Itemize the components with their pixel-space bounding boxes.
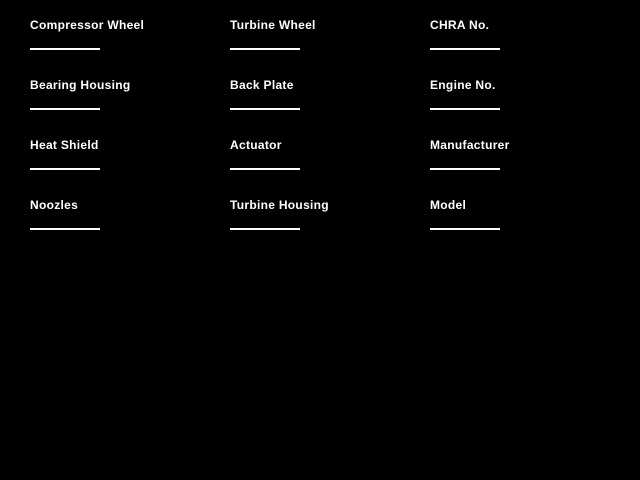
field-input-noozles[interactable] [30, 228, 100, 230]
field-label-noozles: Noozles [30, 198, 79, 212]
field-actuator: Actuator [230, 139, 430, 199]
field-label-manufacturer: Manufacturer [430, 138, 510, 152]
field-manufacturer: Manufacturer [430, 139, 630, 199]
field-input-bearing-housing[interactable] [30, 108, 100, 110]
field-back-plate: Back Plate [230, 79, 430, 139]
field-input-chra-no[interactable] [430, 48, 500, 50]
field-model: Model [430, 199, 630, 259]
field-input-manufacturer[interactable] [430, 168, 500, 170]
field-label-engine-no: Engine No. [430, 78, 496, 92]
field-compressor-wheel: Compressor Wheel [30, 19, 230, 79]
field-label-model: Model [430, 198, 467, 212]
field-label-back-plate: Back Plate [230, 78, 294, 92]
field-input-turbine-housing[interactable] [230, 228, 300, 230]
fields-grid: Compressor Wheel Turbine Wheel CHRA No. … [30, 19, 630, 259]
field-label-actuator: Actuator [230, 138, 282, 152]
field-heat-shield: Heat Shield [30, 139, 230, 199]
field-input-turbine-wheel[interactable] [230, 48, 300, 50]
field-chra-no: CHRA No. [430, 19, 630, 79]
field-label-compressor-wheel: Compressor Wheel [30, 18, 145, 32]
field-input-engine-no[interactable] [430, 108, 500, 110]
field-input-actuator[interactable] [230, 168, 300, 170]
field-input-compressor-wheel[interactable] [30, 48, 100, 50]
field-input-back-plate[interactable] [230, 108, 300, 110]
field-label-bearing-housing: Bearing Housing [30, 78, 131, 92]
field-label-heat-shield: Heat Shield [30, 138, 99, 152]
field-turbine-wheel: Turbine Wheel [230, 19, 430, 79]
field-label-chra-no: CHRA No. [430, 18, 490, 32]
field-input-heat-shield[interactable] [30, 168, 100, 170]
field-turbine-housing: Turbine Housing [230, 199, 430, 259]
field-input-model[interactable] [430, 228, 500, 230]
field-engine-no: Engine No. [430, 79, 630, 139]
field-bearing-housing: Bearing Housing [30, 79, 230, 139]
field-noozles: Noozles [30, 199, 230, 259]
field-label-turbine-housing: Turbine Housing [230, 198, 329, 212]
field-label-turbine-wheel: Turbine Wheel [230, 18, 316, 32]
